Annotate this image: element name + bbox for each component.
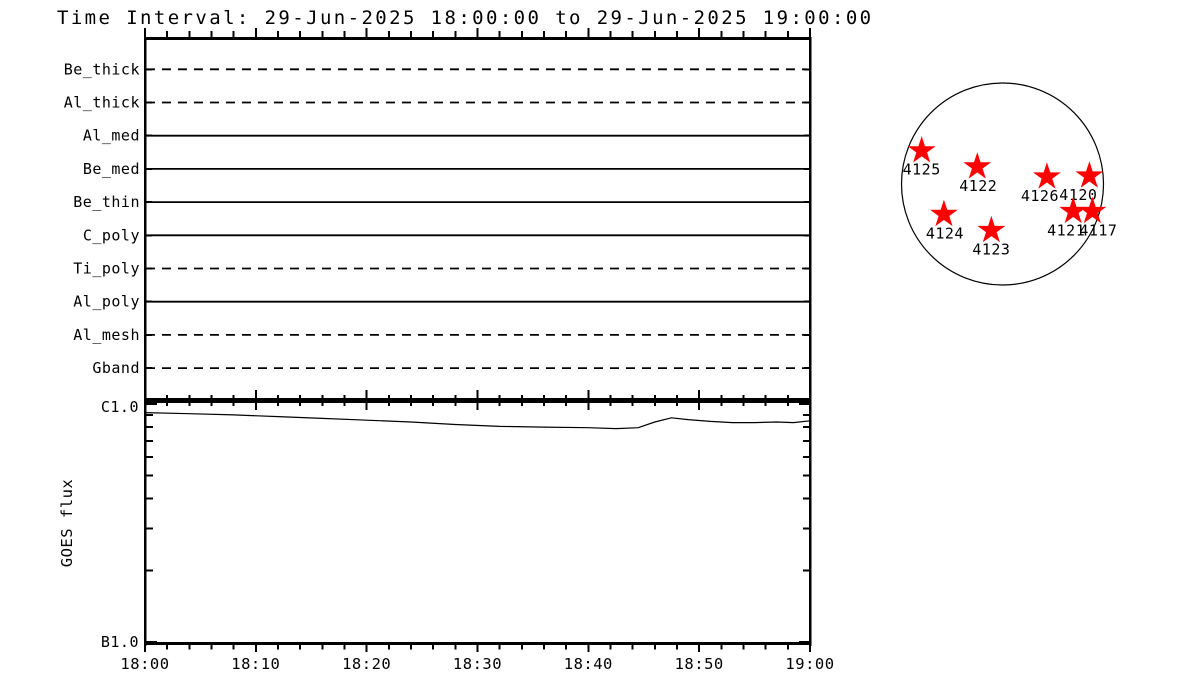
- x-tick-label: 19:00: [785, 655, 834, 673]
- left-axis: [144, 37, 147, 646]
- active-region-label: 4126: [1021, 187, 1059, 205]
- goes-axis-title: GOES flux: [58, 479, 76, 568]
- goes-ymin-label: B1.0: [101, 633, 139, 651]
- filter-row-label: Be_thick: [64, 60, 140, 78]
- active-region-label: 4120: [1059, 186, 1097, 204]
- filter-row-label: Gband: [92, 359, 140, 377]
- active-region-label: 4123: [972, 240, 1010, 258]
- solar-disk-circle: [900, 82, 1105, 286]
- active-region-star-4117: [1078, 196, 1107, 224]
- filter-row-label: Be_thin: [73, 193, 140, 211]
- filter-row-label: Al_mesh: [73, 326, 140, 344]
- active-region-label: 4117: [1079, 221, 1117, 239]
- active-region-label: 4121: [1047, 221, 1085, 239]
- x-tick-label: 18:00: [120, 655, 169, 673]
- right-axis: [809, 37, 812, 646]
- x-tick-label: 18:50: [675, 655, 724, 673]
- filter-row-label: Be_med: [83, 160, 140, 178]
- filter-row-label: Ti_poly: [73, 260, 140, 278]
- active-region-label: 4125: [903, 161, 941, 179]
- time-interval-title: Time Interval: 29-Jun-2025 18:00:00 to 2…: [57, 7, 874, 29]
- filter-row-label: C_poly: [83, 226, 140, 244]
- goes-ymax-label: C1.0: [101, 398, 139, 416]
- active-region-star-4124: [930, 199, 958, 227]
- filter-row-label: Al_med: [83, 127, 140, 145]
- x-tick-label: 18:40: [564, 655, 613, 673]
- bottom-panel-bottom-axis: [144, 642, 811, 645]
- active-region-star-4120: [1075, 161, 1104, 188]
- active-region-label: 4124: [926, 224, 964, 242]
- active-region-label: 4122: [959, 177, 997, 195]
- filter-row-label: Al_poly: [73, 293, 140, 311]
- filter-row-label: Al_thick: [64, 94, 140, 112]
- goes-flux-curve: [144, 412, 811, 430]
- active-region-star-4123: [977, 215, 1006, 243]
- top-panel-top-axis: [144, 37, 811, 40]
- active-region-star-4125: [907, 136, 936, 163]
- x-tick-label: 18:10: [231, 655, 280, 673]
- active-region-star-4122: [963, 152, 992, 179]
- x-tick-label: 18:20: [342, 655, 391, 673]
- x-tick-label: 18:30: [453, 655, 502, 673]
- active-region-star-4126: [1033, 162, 1061, 189]
